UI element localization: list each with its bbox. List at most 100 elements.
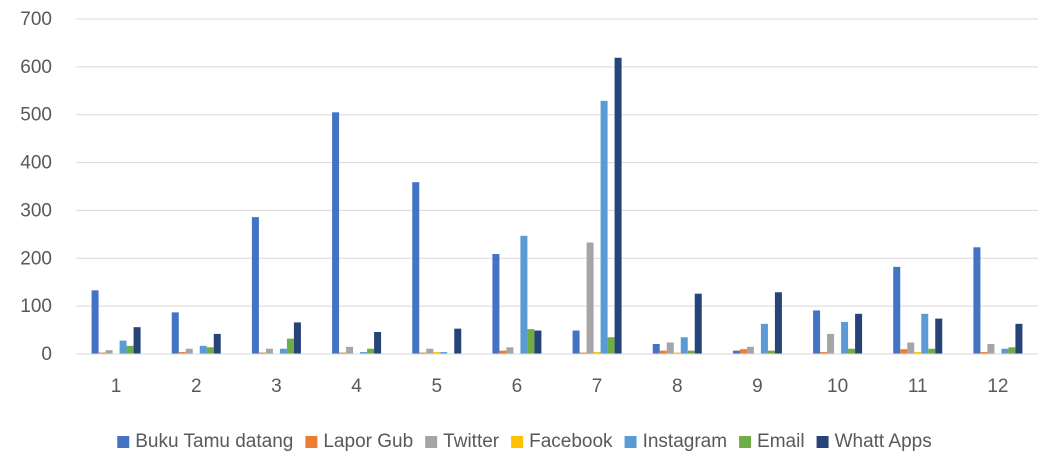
bar-twitter-10 [827, 333, 835, 354]
y-tick-label: 600 [20, 57, 52, 78]
bar-twitter-3 [265, 348, 273, 354]
x-tick-label: 5 [431, 376, 442, 397]
x-tick-label: 8 [672, 376, 683, 397]
bar-instagram-9 [760, 323, 768, 354]
bar-buku-tamu-datang-6 [492, 253, 500, 354]
bar-buku-tamu-datang-11 [893, 266, 901, 354]
bar-email-10 [848, 348, 856, 354]
bar-email-4 [367, 348, 375, 354]
bars [91, 57, 1023, 355]
legend-item-lapor-gub: Lapor Gub [305, 431, 413, 452]
y-axis: 0 100 200 300 400 500 600 700 [20, 9, 52, 365]
legend-item-facebook: Facebook [511, 431, 613, 452]
x-tick-label: 10 [827, 376, 848, 397]
legend-label: Twitter [443, 431, 500, 452]
x-tick-label: 1 [111, 376, 122, 397]
legend-swatch [739, 436, 752, 448]
bar-whatt-apps-12 [1015, 323, 1023, 354]
bar-whatt-apps-10 [855, 313, 863, 354]
bar-instagram-7 [600, 100, 608, 354]
bar-whatt-apps-5 [454, 328, 462, 354]
bar-buku-tamu-datang-12 [973, 247, 981, 354]
y-tick-label: 400 [20, 153, 52, 174]
bar-whatt-apps-11 [935, 318, 943, 354]
x-axis: 1 2 3 4 5 6 7 8 9 10 11 12 [76, 353, 1038, 397]
bar-twitter-11 [907, 342, 915, 354]
bar-twitter-5 [426, 348, 434, 354]
legend-swatch [816, 436, 829, 448]
bar-buku-tamu-datang-9 [732, 350, 740, 354]
bar-instagram-5 [440, 352, 448, 354]
bar-buku-tamu-datang-1 [91, 290, 99, 354]
legend-item-email: Email [739, 431, 805, 452]
bar-lapor-gub-4 [339, 352, 347, 354]
bar-buku-tamu-datang-5 [412, 182, 420, 354]
bar-email-12 [1008, 347, 1016, 354]
x-tick-label: 4 [351, 376, 362, 397]
legend-swatch [511, 436, 524, 448]
bar-whatt-apps-2 [213, 333, 221, 354]
bar-lapor-gub-5 [419, 352, 427, 354]
x-tick-label: 2 [191, 376, 202, 397]
bar-lapor-gub-6 [499, 350, 507, 354]
bar-instagram-10 [841, 321, 849, 354]
bar-whatt-apps-8 [694, 293, 702, 354]
bar-email-3 [286, 338, 294, 354]
bar-whatt-apps-6 [534, 330, 542, 354]
legend-swatch [117, 436, 130, 448]
x-tick-label: 6 [512, 376, 523, 397]
bar-instagram-2 [199, 345, 207, 354]
bar-lapor-gub-1 [98, 352, 106, 354]
bar-twitter-2 [185, 348, 193, 354]
legend-label: Whatt Apps [835, 431, 932, 452]
x-tick-label: 11 [908, 376, 928, 397]
bar-whatt-apps-3 [293, 322, 301, 354]
legend-item-twitter: Twitter [425, 431, 500, 452]
y-tick-label: 0 [41, 344, 52, 365]
bar-lapor-gub-12 [980, 352, 988, 354]
bar-whatt-apps-1 [133, 327, 141, 354]
legend-swatch [624, 436, 637, 448]
x-tick-label: 12 [987, 376, 1008, 397]
x-tick-label: 3 [271, 376, 282, 397]
legend-item-whatt-apps: Whatt Apps [816, 431, 932, 452]
legend-swatch [305, 436, 318, 448]
bar-instagram-1 [119, 340, 127, 354]
bar-buku-tamu-datang-7 [572, 330, 580, 354]
legend: Buku Tamu datang Lapor Gub Twitter Facebook… [117, 431, 932, 452]
bar-buku-tamu-datang-8 [652, 343, 660, 354]
bar-buku-tamu-datang-4 [332, 112, 340, 354]
gridlines [76, 18, 1038, 355]
bar-email-11 [928, 348, 936, 354]
bar-twitter-8 [666, 342, 674, 354]
bar-whatt-apps-9 [774, 292, 782, 354]
bar-buku-tamu-datang-3 [251, 217, 259, 354]
y-tick-label: 300 [20, 200, 52, 221]
bar-twitter-4 [346, 346, 354, 354]
legend-label: Buku Tamu datang [135, 431, 293, 452]
bar-lapor-gub-3 [258, 352, 266, 354]
bar-instagram-4 [360, 352, 368, 354]
y-tick-label: 200 [20, 248, 52, 269]
bar-lapor-gub-9 [739, 349, 747, 354]
bar-instagram-8 [680, 337, 688, 354]
bar-email-9 [767, 350, 775, 354]
bar-twitter-7 [586, 242, 594, 354]
bar-facebook-11 [914, 352, 922, 354]
bar-whatt-apps-4 [374, 331, 382, 354]
bar-instagram-3 [279, 348, 287, 354]
bar-email-1 [126, 345, 134, 354]
bar-lapor-gub-10 [820, 352, 828, 354]
bar-lapor-gub-11 [900, 349, 908, 354]
legend-label: Lapor Gub [323, 431, 413, 452]
x-tick-label: 9 [752, 376, 763, 397]
x-tick-label: 7 [592, 376, 603, 397]
bar-whatt-apps-7 [614, 57, 622, 355]
y-tick-label: 500 [20, 105, 52, 126]
bar-buku-tamu-datang-2 [171, 312, 179, 354]
bar-email-2 [206, 347, 214, 354]
bar-lapor-gub-2 [178, 352, 186, 354]
bar-facebook-8 [673, 352, 681, 354]
y-tick-label: 100 [20, 296, 52, 317]
bar-twitter-12 [987, 343, 995, 354]
